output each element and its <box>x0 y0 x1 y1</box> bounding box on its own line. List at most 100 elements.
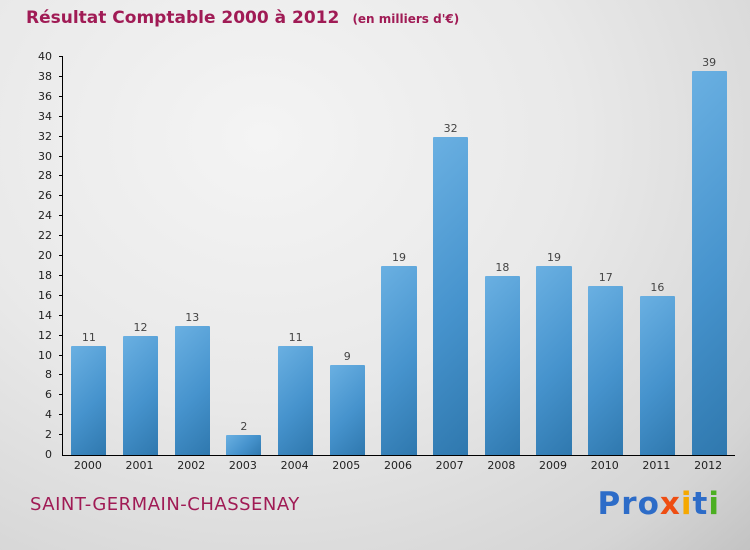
bar-value-label: 11 <box>288 330 303 344</box>
bar-value-label: 19 <box>391 250 406 264</box>
x-axis-tick-label: 2006 <box>383 459 412 472</box>
y-axis-tick-mark <box>59 175 63 177</box>
bar <box>484 275 520 455</box>
bar <box>278 345 314 455</box>
logo-letter: o <box>637 486 660 522</box>
bar-value-label: 12 <box>133 320 148 334</box>
y-axis-tick-label: 34 <box>38 109 52 123</box>
bar <box>691 71 727 455</box>
bar <box>71 345 107 455</box>
y-axis-tick-mark <box>59 95 63 97</box>
bar <box>588 285 624 455</box>
y-axis-tick-label: 18 <box>38 268 52 282</box>
bar-column: 16 <box>632 57 684 455</box>
y-axis-tick-mark <box>59 255 63 256</box>
proxiti-logo: Proxiti <box>598 486 720 522</box>
bar-value-label: 18 <box>495 260 510 274</box>
bar-value-label: 17 <box>598 270 613 284</box>
y-axis-tick-mark <box>59 155 63 157</box>
y-axis-tick-label: 10 <box>38 348 52 362</box>
bar <box>536 265 572 455</box>
y-axis-tick-mark <box>59 75 63 77</box>
place-name: SAINT-GERMAIN-CHASSENAY <box>30 494 300 515</box>
bar-column: 17 <box>580 57 632 455</box>
y-axis-tick-label: 20 <box>38 249 52 262</box>
bar-column: 9 <box>321 57 373 455</box>
bar-column: 2 <box>218 57 270 455</box>
bar-value-label: 32 <box>443 121 458 135</box>
logo-letter: i <box>680 486 693 522</box>
x-axis-tick-label: 2007 <box>435 459 464 472</box>
bar-value-label: 16 <box>650 280 665 294</box>
bar-value-label: 19 <box>547 250 562 264</box>
y-axis-tick-mark <box>59 394 63 396</box>
x-axis-tick-label: 2009 <box>539 459 568 472</box>
y-axis-tick-label: 32 <box>38 129 52 143</box>
x-axis-tick-label: 2011 <box>642 459 671 472</box>
y-axis-tick-label: 28 <box>38 169 52 183</box>
bar-value-label: 11 <box>81 330 96 344</box>
x-axis-tick-label: 2012 <box>694 459 723 472</box>
bar-column: 32 <box>425 57 477 455</box>
y-axis-tick-mark <box>59 294 63 296</box>
chart-title-row: Résultat Comptable 2000 à 2012 (en milli… <box>26 8 459 28</box>
y-axis-tick-label: 4 <box>45 408 52 422</box>
bar-value-label: 39 <box>702 56 717 69</box>
y-axis-tick-mark <box>59 334 63 336</box>
logo-letter: t <box>692 486 709 522</box>
y-axis-tick-label: 40 <box>38 50 52 63</box>
logo-letter: r <box>621 486 638 522</box>
bar-column: 12 <box>115 57 167 455</box>
y-axis-tick-mark <box>59 354 63 356</box>
x-axis-tick-label: 2008 <box>487 459 516 472</box>
y-axis-tick-label: 26 <box>38 189 52 203</box>
y-axis-tick-mark <box>59 374 63 376</box>
y-axis-tick-label: 22 <box>38 229 52 243</box>
y-axis-tick-label: 2 <box>45 428 52 442</box>
bar-column: 19 <box>373 57 425 455</box>
bar-column: 11 <box>63 57 115 455</box>
y-axis-tick-mark <box>59 414 63 416</box>
y-axis-tick-mark <box>59 274 63 276</box>
y-axis-tick-label: 6 <box>45 388 52 402</box>
bar <box>174 325 210 455</box>
x-axis-tick-label: 2004 <box>280 459 309 472</box>
bar-column: 39 <box>683 57 735 455</box>
x-axis-tick-label: 2010 <box>590 459 619 472</box>
y-axis-tick-mark <box>59 314 63 316</box>
y-axis-tick-label: 14 <box>38 308 52 322</box>
chart-subtitle: (en milliers d'€) <box>352 12 460 26</box>
y-axis-tick-mark <box>59 195 63 197</box>
y-axis-tick-label: 16 <box>38 288 52 302</box>
bar-column: 11 <box>270 57 322 455</box>
bar <box>433 136 469 455</box>
y-axis-tick-mark <box>59 215 63 217</box>
bar-value-label: 13 <box>185 310 200 324</box>
y-axis-tick-label: 8 <box>45 368 52 382</box>
bar <box>122 335 159 455</box>
bars: 11 12 13 2 11 9 19 32 18 19 17 16 39 <box>63 57 735 455</box>
y-axis-tick-mark <box>59 115 63 117</box>
y-axis-tick-label: 36 <box>38 89 52 103</box>
y-axis-tick-label: 12 <box>38 328 52 342</box>
y-axis-tick-mark <box>59 235 63 237</box>
x-axis-tick-label: 2005 <box>332 459 361 472</box>
y-axis-tick-label: 38 <box>38 69 52 83</box>
y-axis: 0 2 4 6 8 10 12 14 16 18 20 22 24 26 28 30 32 34 36 38 40 <box>0 51 60 460</box>
chart-title: Résultat Comptable 2000 à 2012 <box>26 8 340 28</box>
bar-value-label: 2 <box>240 420 248 434</box>
y-axis-tick-mark <box>59 56 63 57</box>
y-axis-tick-label: 24 <box>38 209 52 223</box>
plot-area: 11 12 13 2 11 9 19 32 18 19 17 16 39 <box>59 56 735 456</box>
bar <box>226 435 262 455</box>
logo-letter: x <box>659 486 681 522</box>
bar-column: 19 <box>528 57 580 455</box>
x-axis-labels: 2000 2001 2002 2003 2004 2005 2006 2007 2008 2009… <box>62 459 734 472</box>
y-axis-tick-label: 30 <box>38 149 52 163</box>
y-axis-tick-mark <box>59 434 63 436</box>
bar-column: 18 <box>477 57 529 455</box>
x-axis-tick-label: 2003 <box>228 459 257 472</box>
bar-value-label: 9 <box>343 350 351 364</box>
x-axis-tick-label: 2002 <box>177 459 206 472</box>
x-axis-tick-label: 2000 <box>73 459 102 472</box>
